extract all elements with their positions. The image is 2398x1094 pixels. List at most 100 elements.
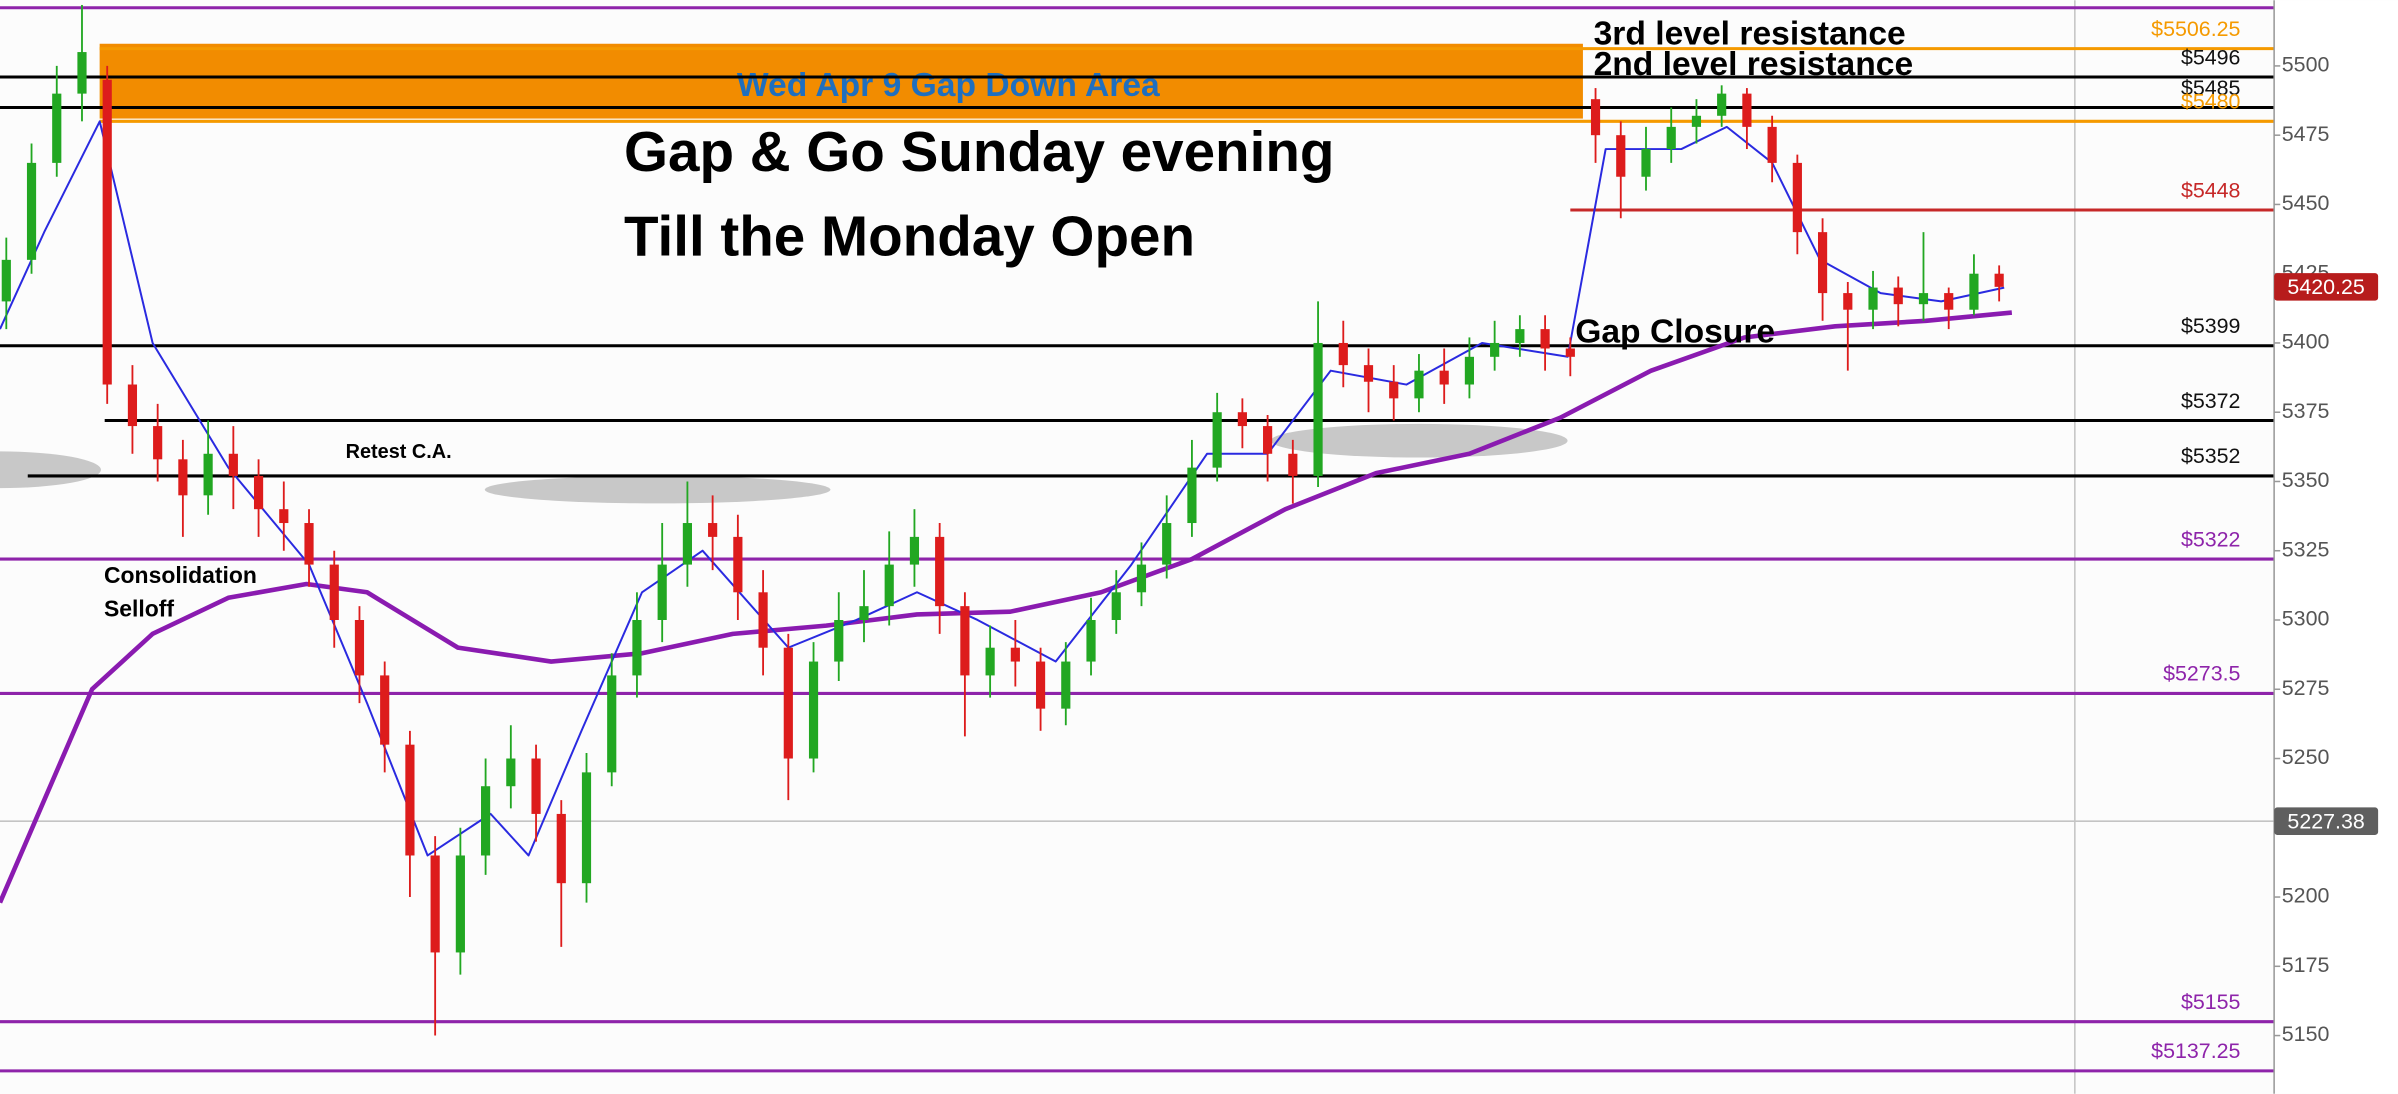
candle-body [1313, 342, 1323, 476]
candle-body [430, 855, 440, 953]
annotation: 3rd level resistance [1594, 15, 1906, 52]
moving-average-line [0, 120, 2005, 857]
candle-body [1086, 620, 1096, 662]
candle-body [657, 564, 667, 620]
candle-body [733, 536, 743, 593]
crosshair-price-badge [2274, 807, 2379, 835]
candle-body [1490, 342, 1500, 357]
candle-body [380, 675, 390, 745]
crosshair-price-label: 5227.38 [2287, 809, 2364, 833]
candle-body [279, 509, 289, 524]
candle-body [909, 536, 920, 565]
level-label: $5352 [2181, 444, 2241, 468]
candle-body [1843, 293, 1853, 310]
candle-body [1994, 273, 2004, 287]
candle-body [506, 758, 516, 787]
candle-body [1187, 467, 1197, 524]
annotation: Selloff [104, 596, 174, 622]
annotation: Gap & Go Sunday evening [624, 120, 1335, 183]
candle-body [1263, 426, 1273, 454]
candle-body [1389, 381, 1399, 399]
candle-body [808, 661, 819, 759]
last-price-badge [2274, 273, 2379, 301]
level-label: $5399 [2181, 314, 2241, 338]
candle-body [1, 259, 11, 302]
y-tick-label: 5150 [2282, 1022, 2330, 1046]
y-tick-label: 5450 [2282, 191, 2330, 215]
candle-body [1969, 273, 1979, 310]
candle-body [632, 620, 642, 676]
candle-body [1035, 661, 1046, 709]
candle-body [77, 52, 87, 94]
candle-body [1717, 93, 1727, 116]
candle-body [1414, 370, 1424, 399]
highlight-ellipse [484, 475, 831, 504]
candle-body [1666, 126, 1676, 150]
candle-body [405, 744, 415, 856]
candle-body [102, 79, 112, 385]
candle-body [455, 855, 465, 953]
candle-body [985, 647, 995, 676]
candle-body [1742, 93, 1752, 127]
candle-body [581, 772, 592, 884]
candle-body [1136, 564, 1147, 593]
level-label: $5273.5 [2163, 662, 2240, 686]
candle-body [127, 384, 138, 427]
annotation: Retest C.A. [346, 441, 452, 463]
candle-body [556, 813, 566, 884]
candle-body [607, 675, 617, 773]
candle-body [1010, 647, 1020, 662]
annotation: Till the Monday Open [624, 204, 1195, 267]
annotation: Consolidation [104, 562, 257, 588]
candle-body [52, 93, 62, 163]
candle-body [935, 536, 945, 607]
candle-body [1212, 412, 1222, 468]
y-tick-label: 5275 [2282, 676, 2330, 700]
candle-body [531, 758, 541, 814]
candle-body [1767, 126, 1777, 163]
candle-body [178, 459, 188, 496]
highlight-ellipse [1270, 423, 1568, 458]
candle-body [329, 564, 339, 620]
y-tick-label: 5200 [2282, 884, 2330, 908]
candle-body [1893, 287, 1903, 305]
annotation: 2nd level resistance [1594, 46, 1914, 83]
candle-body [1363, 365, 1374, 382]
candle-body [253, 475, 264, 510]
candle-body [304, 523, 314, 565]
candle-body [153, 426, 163, 460]
annotation: Gap Closure [1575, 314, 1775, 351]
candle-body [26, 162, 37, 260]
y-tick-label: 5325 [2282, 537, 2330, 561]
candle-body [1565, 348, 1575, 357]
candle-body [1464, 356, 1475, 385]
y-tick-label: 5475 [2282, 122, 2330, 146]
level-label: $5448 [2181, 178, 2241, 202]
candle-body [1691, 115, 1702, 127]
level-label: $5485 [2181, 76, 2241, 100]
candle-body [354, 620, 365, 676]
candle-body [1288, 453, 1298, 476]
candle-body [1515, 329, 1525, 343]
candle-body [1792, 162, 1802, 233]
candle-body [1944, 293, 1954, 310]
level-label: $5372 [2181, 389, 2241, 413]
y-tick-label: 5300 [2282, 607, 2330, 631]
candle-body [834, 620, 844, 662]
candle-body [859, 606, 869, 620]
candle-body [228, 453, 238, 476]
candle-body [884, 564, 894, 607]
candle-body [783, 647, 793, 759]
level-label: $5506.25 [2151, 17, 2240, 41]
candle-body [1590, 99, 1601, 136]
candle-body [1237, 412, 1247, 427]
level-label: $5137.25 [2151, 1039, 2240, 1063]
candle-body [203, 453, 213, 496]
candle-body [1111, 592, 1121, 620]
level-label: $5155 [2181, 990, 2241, 1014]
candle-body [708, 523, 718, 537]
y-tick-label: 5500 [2282, 53, 2330, 77]
